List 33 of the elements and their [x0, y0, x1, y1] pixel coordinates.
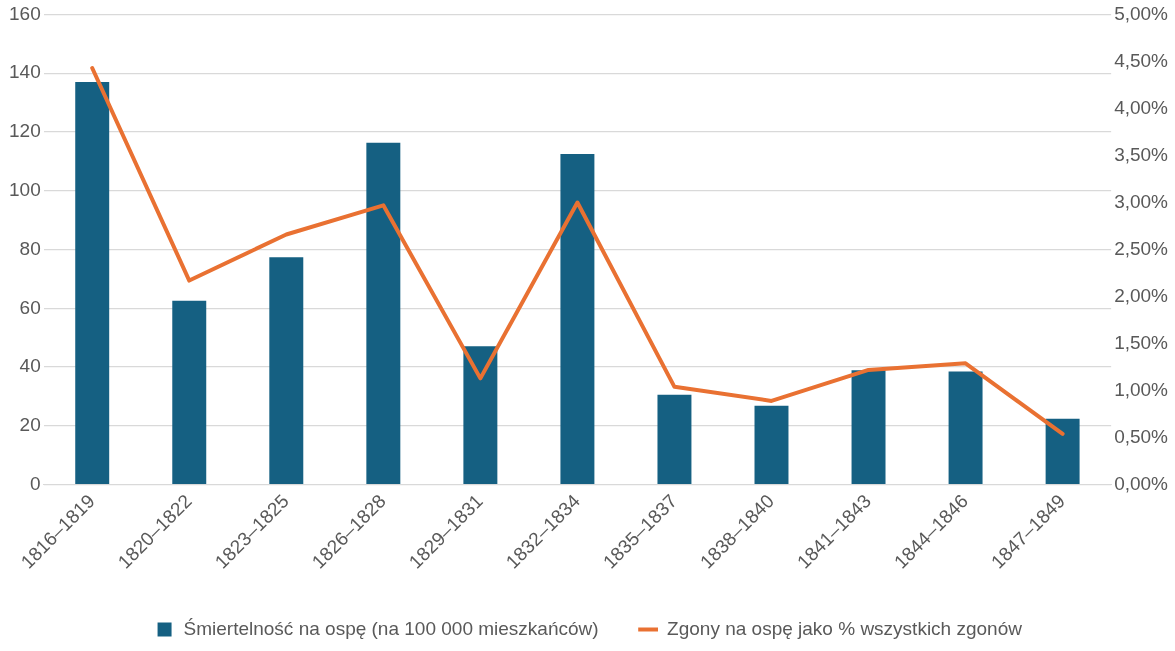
bar	[754, 405, 789, 484]
bar	[269, 257, 304, 484]
y2-tick-label: 1,00%	[1114, 378, 1169, 400]
y2-tick-label: 2,00%	[1114, 284, 1169, 306]
y-tick-label: 140	[9, 61, 41, 83]
legend-label: Śmiertelność na ospę (na 100 000 mieszkańców)	[183, 617, 599, 639]
y-tick-label: 120	[9, 120, 41, 142]
y-tick-label: 0	[30, 472, 41, 494]
bar	[463, 346, 498, 484]
y2-tick-label: 3,50%	[1114, 143, 1169, 165]
bar	[172, 300, 207, 484]
bar	[851, 370, 886, 484]
y-tick-label: 60	[19, 296, 41, 318]
bar	[657, 394, 692, 484]
y-tick-label: 80	[19, 237, 41, 259]
y-tick-label: 20	[19, 414, 41, 436]
y2-tick-label: 1,50%	[1114, 331, 1169, 353]
y2-tick-label: 3,00%	[1114, 190, 1169, 212]
bar	[560, 154, 595, 484]
y-tick-label: 40	[19, 355, 41, 377]
bar	[1045, 418, 1080, 484]
bar	[366, 142, 401, 484]
y2-tick-label: 5,00%	[1114, 2, 1169, 24]
y2-tick-label: 4,50%	[1114, 49, 1169, 71]
y2-tick-label: 4,00%	[1114, 96, 1169, 118]
y2-tick-label: 0,50%	[1114, 425, 1169, 447]
y-tick-label: 160	[9, 2, 41, 24]
y2-tick-label: 2,50%	[1114, 237, 1169, 259]
bar	[948, 371, 983, 484]
bar	[75, 82, 110, 484]
y2-tick-label: 0,00%	[1114, 472, 1169, 494]
legend-label: Zgony na ospę jako % wszystkich zgonów	[667, 617, 1023, 639]
y-tick-label: 100	[9, 178, 41, 200]
